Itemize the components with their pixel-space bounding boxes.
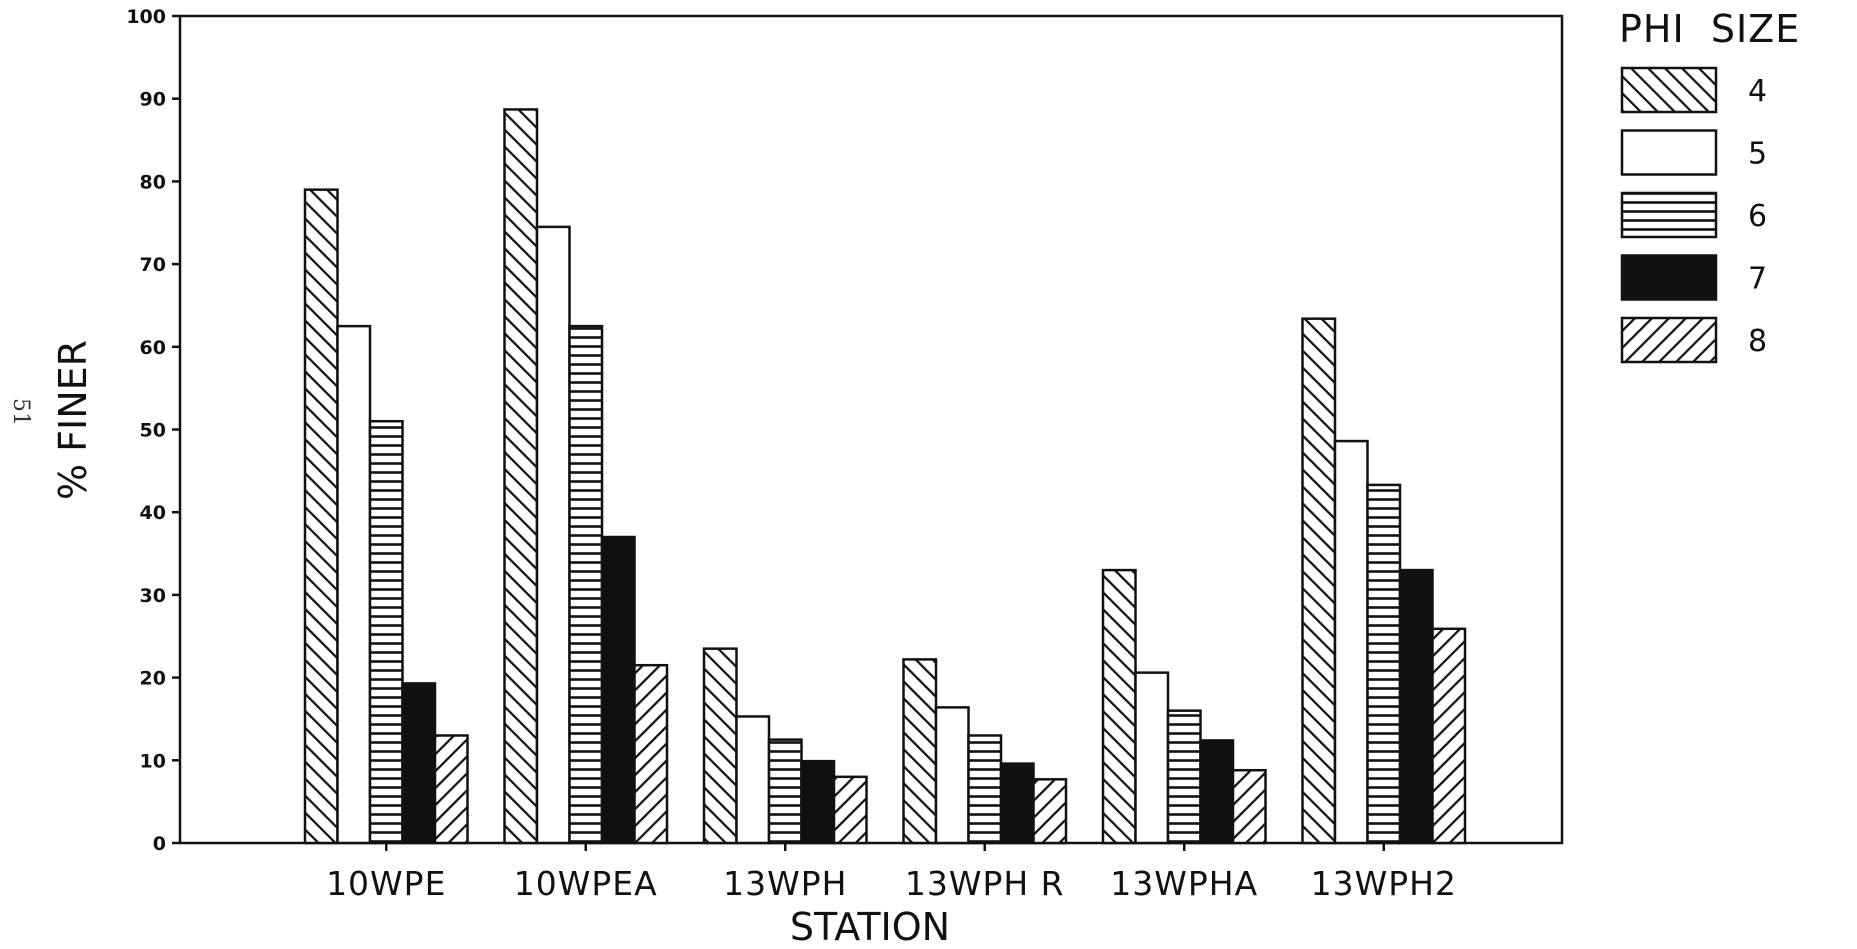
bar-13wph-r-phi-4	[902, 658, 938, 845]
legend-label-phi-4: 4	[1748, 74, 1767, 109]
x-axis-title: STATION	[790, 905, 950, 949]
x-category-label: 13WPH2	[1311, 864, 1457, 903]
y-axis-title: % FINER	[51, 340, 95, 500]
bar-10wpea-phi-6	[568, 324, 604, 845]
bar-13wph-phi-7	[800, 759, 836, 845]
legend-label-phi-6: 6	[1748, 199, 1767, 234]
bar-13wph-phi-8	[832, 775, 868, 845]
legend-swatch-phi-5	[1620, 129, 1718, 176]
bar-13wph-phi-4	[702, 647, 738, 845]
bar-13wpha-phi-7	[1199, 739, 1235, 845]
page-number: 51	[8, 398, 33, 426]
legend-swatch-phi-4	[1620, 66, 1718, 114]
bar-10wpea-phi-5	[535, 225, 571, 845]
y-tick-label: 30	[140, 585, 166, 607]
y-tick-label: 100	[126, 6, 166, 28]
bar-10wpea-phi-8	[633, 663, 669, 845]
x-category-label: 10WPE	[326, 864, 446, 903]
legend-label-phi-8: 8	[1748, 324, 1767, 359]
y-tick-label: 80	[140, 171, 166, 193]
bar-10wpea-phi-4	[503, 108, 539, 845]
legend-title: PHI SIZE	[1619, 7, 1800, 51]
bar-13wph2-phi-4	[1301, 317, 1337, 845]
y-tick-label: 40	[140, 502, 166, 524]
bar-13wpha-phi-6	[1166, 709, 1202, 845]
bar-10wpe-phi-7	[401, 682, 437, 845]
bar-13wph-r-phi-7	[999, 762, 1035, 845]
bar-10wpea-phi-7	[600, 535, 636, 845]
bar-13wph-r-phi-6	[967, 734, 1003, 845]
legend-label-phi-5: 5	[1748, 137, 1767, 172]
bar-10wpe-phi-4	[303, 188, 339, 845]
x-category-label: 13WPH	[723, 864, 847, 903]
y-tick-label: 20	[140, 668, 166, 690]
x-category-label: 13WPHA	[1110, 864, 1258, 903]
bar-13wph2-phi-8	[1431, 627, 1467, 845]
legend: PHI SIZE 4 5 6 7 8	[1619, 7, 1800, 364]
bars	[303, 108, 1467, 845]
x-axis-categories: 10WPE 10WPEA 13WPH 13WPH R 13WPHA 13WPH2	[326, 843, 1457, 903]
bar-13wph-r-phi-8	[1032, 778, 1068, 845]
y-tick-label: 10	[140, 750, 166, 772]
bar-10wpe-phi-5	[336, 324, 372, 845]
bar-10wpe-phi-6	[368, 419, 404, 845]
bar-13wph2-phi-7	[1398, 568, 1434, 845]
y-tick-label: 0	[153, 833, 166, 855]
bar-13wph-phi-6	[767, 738, 803, 845]
bar-13wpha-phi-5	[1134, 671, 1170, 845]
x-category-label: 13WPH R	[905, 864, 1065, 903]
bar-13wph-phi-5	[735, 715, 771, 845]
bar-10wpe-phi-8	[433, 734, 469, 845]
legend-label-phi-7: 7	[1748, 262, 1767, 297]
y-tick-label: 90	[140, 89, 166, 111]
y-axis-ticks: 0 10 20 30 40 50 60 70 80 90 100	[126, 6, 180, 855]
bar-13wph-r-phi-5	[934, 706, 970, 845]
y-tick-label: 60	[140, 337, 166, 359]
bar-13wph2-phi-5	[1333, 439, 1369, 845]
bar-13wpha-phi-4	[1101, 568, 1137, 845]
bar-13wpha-phi-8	[1231, 768, 1267, 845]
y-tick-label: 50	[140, 420, 166, 442]
legend-swatch-phi-6	[1620, 191, 1718, 239]
bar-13wph2-phi-6	[1366, 483, 1402, 845]
legend-swatch-phi-7	[1620, 254, 1718, 301]
x-category-label: 10WPEA	[514, 864, 658, 903]
legend-swatch-phi-8	[1620, 316, 1718, 364]
y-tick-label: 70	[140, 254, 166, 276]
